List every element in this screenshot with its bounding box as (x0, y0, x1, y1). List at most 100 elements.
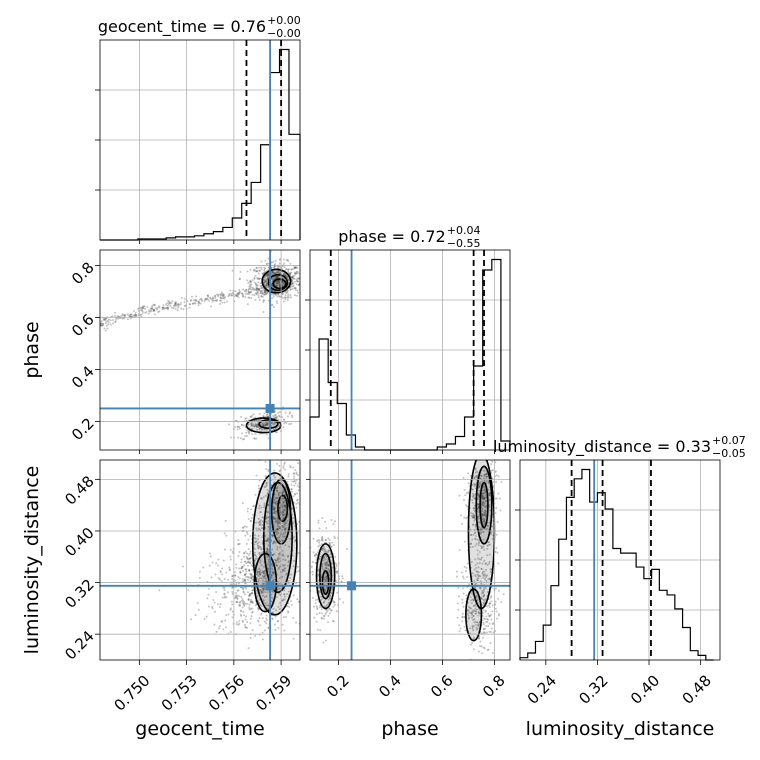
sample-point (292, 268, 295, 271)
sample-point (483, 512, 486, 515)
sample-point (298, 520, 300, 523)
sample-point (238, 277, 241, 280)
sample-point (482, 519, 485, 522)
sample-point (286, 555, 289, 558)
sample-point (271, 542, 274, 545)
sample-point (245, 575, 248, 578)
sample-point (313, 635, 315, 637)
sample-point (326, 567, 329, 570)
sample-point (324, 612, 327, 615)
sample-point (267, 526, 270, 529)
sample-point (315, 553, 318, 556)
sample-point (251, 432, 254, 435)
sample-point (259, 603, 262, 606)
sample-point (485, 472, 488, 475)
sample-point (262, 293, 265, 296)
sample-point (321, 565, 324, 568)
sample-point (291, 275, 294, 278)
sample-point (297, 600, 300, 603)
sample-point (274, 518, 277, 521)
sample-point (244, 578, 247, 581)
panel-frame-geocent_time|luminosity_distance (99, 459, 301, 661)
sample-point (263, 575, 266, 578)
sample-point (132, 310, 135, 313)
sample-point (472, 533, 475, 536)
sample-point (335, 610, 338, 613)
sample-point (486, 446, 488, 448)
sample-point (240, 415, 243, 418)
sample-point (237, 291, 240, 294)
sample-point (485, 574, 488, 577)
sample-point (292, 517, 295, 520)
sample-point (482, 598, 485, 601)
sample-point (247, 289, 250, 292)
sample-point (257, 289, 260, 292)
sample-point (490, 469, 493, 472)
sample-point (471, 642, 474, 645)
sample-point (257, 517, 260, 520)
sample-point (272, 571, 275, 574)
sample-point (284, 559, 287, 562)
sample-point (472, 614, 475, 617)
sample-point (267, 469, 270, 472)
sample-point (287, 281, 290, 284)
sample-point (259, 522, 262, 525)
sample-point (278, 425, 281, 428)
sample-point (224, 619, 227, 622)
sample-point (251, 610, 254, 613)
sample-point (482, 492, 485, 495)
sample-point (244, 602, 247, 605)
sample-point (253, 281, 256, 284)
sample-point (199, 302, 202, 305)
sample-point (461, 575, 464, 578)
sample-point (483, 632, 486, 635)
sample-point (248, 285, 251, 288)
sample-point (266, 491, 269, 494)
sample-point (341, 575, 344, 578)
sample-point (486, 544, 489, 547)
sample-point (283, 629, 286, 632)
sample-point (331, 541, 334, 544)
sample-point (278, 284, 281, 287)
sample-point (287, 554, 290, 557)
sample-point (500, 481, 503, 484)
sample-point (324, 562, 327, 565)
sample-point (100, 324, 103, 327)
sample-point (174, 303, 177, 306)
title-sub-phase: −0.55 (447, 237, 481, 250)
sample-point (250, 422, 253, 425)
sample-point (272, 414, 275, 417)
sample-point (258, 527, 261, 530)
sample-point (253, 547, 256, 550)
sample-point (255, 287, 258, 290)
sample-point (297, 570, 300, 573)
sample-point (327, 568, 330, 571)
sample-point (248, 557, 251, 560)
sample-point (324, 588, 327, 591)
title-phase: phase = 0.72 (338, 227, 445, 246)
sample-point (244, 626, 247, 629)
truth-point-phase|luminosity_distance (347, 581, 357, 591)
sample-point (475, 476, 478, 479)
sample-point (284, 273, 287, 276)
sample-point (264, 259, 267, 262)
sample-point (221, 573, 224, 576)
sample-point (266, 413, 269, 416)
sample-point (255, 289, 258, 292)
sample-point (247, 598, 250, 601)
sample-point (230, 292, 233, 295)
sample-point (239, 571, 242, 574)
sample-point (144, 311, 147, 314)
sample-point (249, 284, 252, 287)
sample-point (310, 565, 313, 568)
sample-point (141, 307, 144, 310)
sample-point (472, 523, 475, 526)
sample-point (277, 517, 280, 520)
sample-point (276, 527, 279, 530)
sample-point (238, 577, 241, 580)
sample-point (482, 573, 485, 576)
sample-point (247, 554, 250, 557)
sample-point (227, 295, 230, 298)
sample-point (249, 601, 252, 604)
sample-point (244, 292, 247, 295)
